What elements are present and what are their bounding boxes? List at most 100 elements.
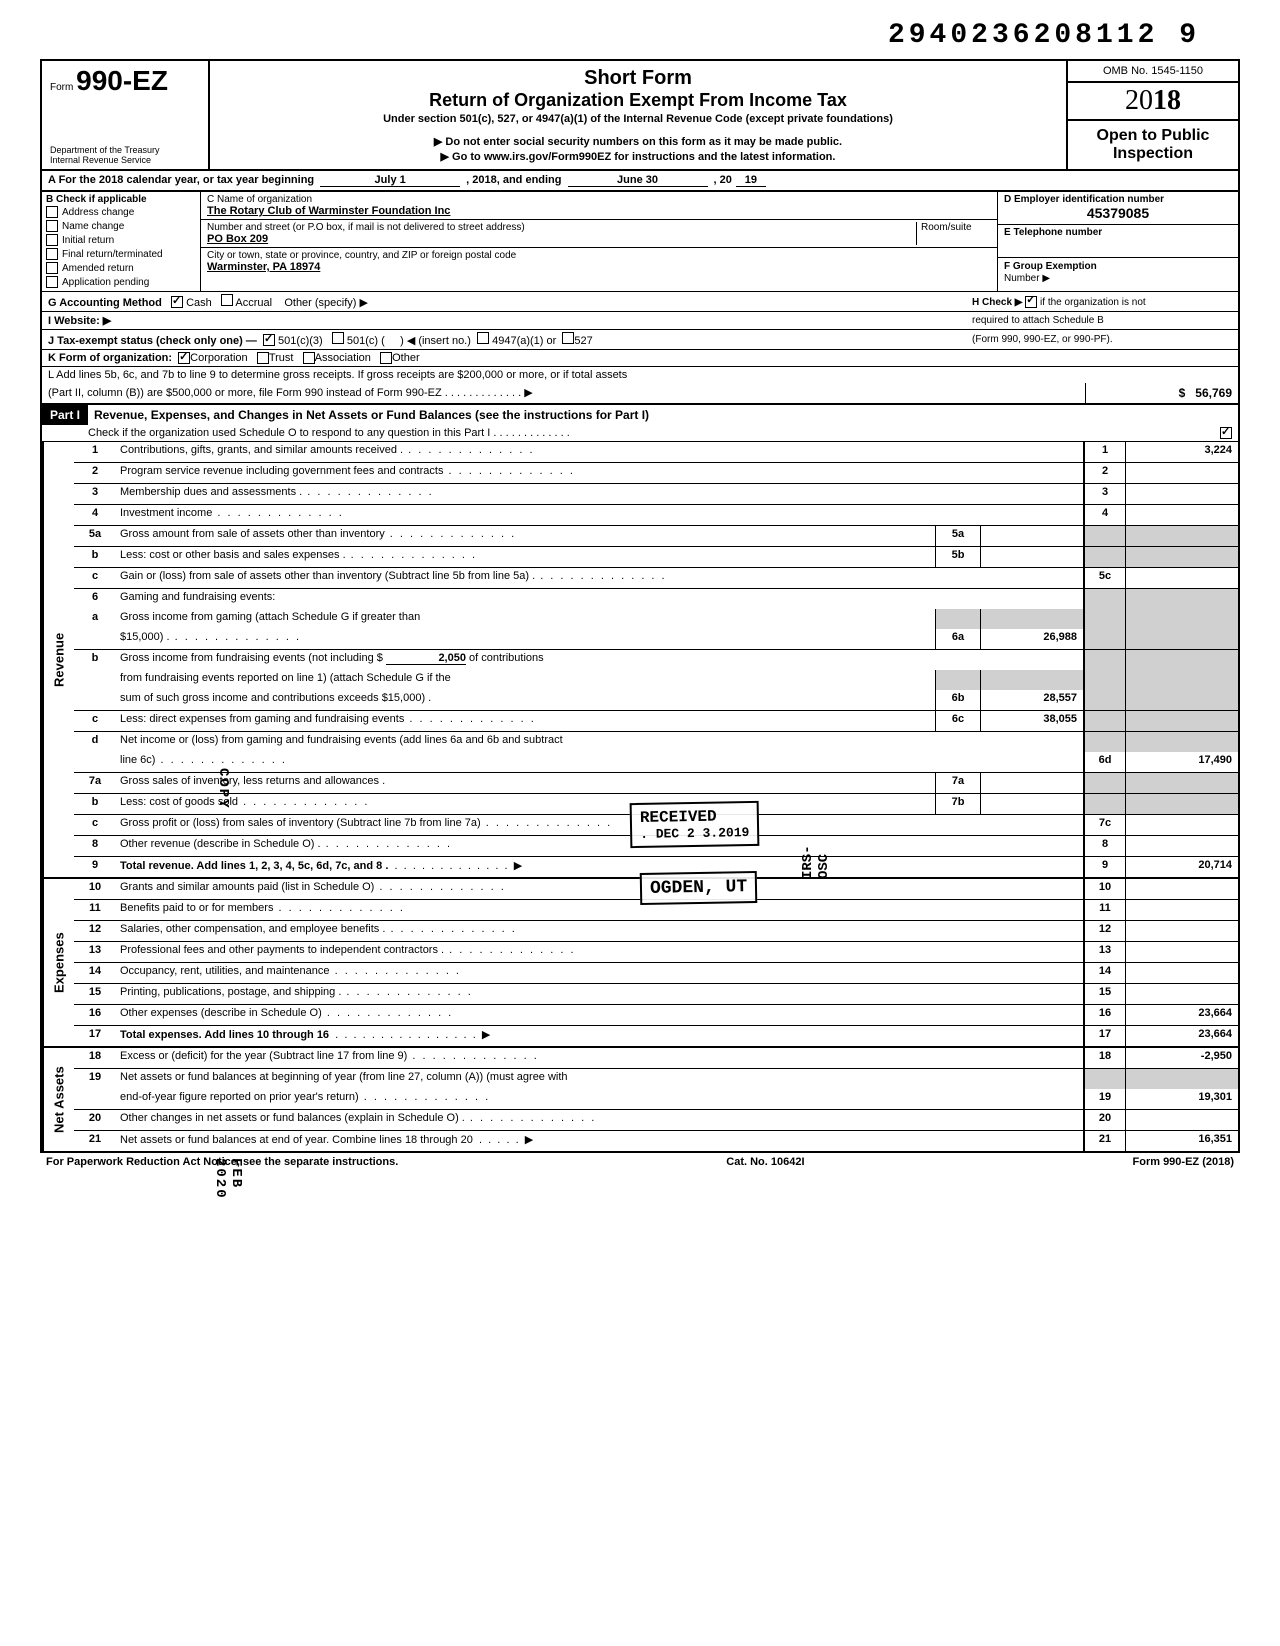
- line-desc: Total expenses. Add lines 10 through 16 …: [116, 1026, 1083, 1046]
- line-desc: Total revenue. Add lines 1, 2, 3, 4, 5c,…: [116, 857, 1083, 877]
- line-5c: c Gain or (loss) from sale of assets oth…: [74, 568, 1238, 589]
- netassets-section: Net Assets 18 Excess or (deficit) for th…: [40, 1048, 1240, 1153]
- line-8-value: [1125, 836, 1238, 856]
- line-num: 7a: [74, 773, 116, 793]
- line-num: 1: [74, 442, 116, 462]
- line-20: 20 Other changes in net assets or fund b…: [74, 1110, 1238, 1131]
- cb-527[interactable]: [562, 332, 574, 344]
- line-6d-2: line 6c) 6d 17,490: [74, 752, 1238, 773]
- cb-4947[interactable]: [477, 332, 489, 344]
- line-num: c: [74, 568, 116, 588]
- po-box[interactable]: PO Box 209: [207, 233, 916, 245]
- cb-corp[interactable]: [178, 352, 190, 364]
- line-6b-value: 28,557: [980, 690, 1083, 710]
- mid-label: 7b: [935, 794, 980, 814]
- line-desc: Salaries, other compensation, and employ…: [116, 921, 1083, 941]
- line-desc: Gaming and fundraising events:: [116, 589, 1083, 609]
- line-desc: Other revenue (describe in Schedule O) .: [116, 836, 1083, 856]
- line-num: [74, 690, 116, 710]
- line-desc: sum of such gross income and contributio…: [116, 690, 935, 710]
- k-label: K Form of organization:: [48, 352, 172, 364]
- ogden-stamp: OGDEN, UT: [640, 871, 758, 905]
- cb-501c3[interactable]: [263, 334, 275, 346]
- instr-url: ▶ Go to www.irs.gov/Form990EZ for instru…: [220, 150, 1056, 163]
- cb-label: Address change: [62, 207, 134, 218]
- line-6b-1: b Gross income from fundraising events (…: [74, 650, 1238, 670]
- line-num: 20: [74, 1110, 116, 1130]
- box-shade: [1083, 1069, 1125, 1089]
- mid-label: 6c: [935, 711, 980, 731]
- gross-receipts-value: 56,769: [1195, 386, 1232, 400]
- cb-schedule-o[interactable]: [1220, 427, 1232, 439]
- cb-application-pending[interactable]: Application pending: [46, 275, 196, 289]
- cb-other-org[interactable]: [380, 352, 392, 364]
- box-shade: [1125, 773, 1238, 793]
- box-shade: [1125, 732, 1238, 752]
- line-5b: b Less: cost or other basis and sales ex…: [74, 547, 1238, 568]
- box-shade: [1125, 650, 1238, 670]
- other-label: Other (specify) ▶: [284, 297, 368, 309]
- cb-h[interactable]: [1025, 296, 1037, 308]
- instr-ssn: ▶ Do not enter social security numbers o…: [220, 135, 1056, 148]
- line-desc: Less: cost of goods sold: [116, 794, 935, 814]
- line-6: 6 Gaming and fundraising events:: [74, 589, 1238, 609]
- line-num: c: [74, 815, 116, 835]
- line-num: 4: [74, 505, 116, 525]
- netassets-lines: 18 Excess or (deficit) for the year (Sub…: [74, 1048, 1238, 1151]
- cb-assoc[interactable]: [303, 352, 315, 364]
- h-text3: (Form 990, 990-EZ, or 990-PF).: [966, 334, 1232, 345]
- cb-cash[interactable]: [171, 296, 183, 308]
- cb-accrual[interactable]: [221, 294, 233, 306]
- org-name[interactable]: The Rotary Club of Warminster Foundation…: [207, 205, 991, 217]
- line-6d-value: 17,490: [1125, 752, 1238, 772]
- open-to-public: Open to Public Inspection: [1068, 121, 1238, 169]
- line-6a-2: $15,000) . 6a 26,988: [74, 629, 1238, 650]
- under-section: Under section 501(c), 527, or 4947(a)(1)…: [220, 113, 1056, 125]
- schedule-o-check-row: Check if the organization used Schedule …: [40, 425, 1240, 442]
- cb-final-return[interactable]: Final return/terminated: [46, 247, 196, 261]
- line-6b-2: from fundraising events reported on line…: [74, 670, 1238, 690]
- ein[interactable]: 45379085: [1004, 205, 1232, 221]
- box-label: 17: [1083, 1026, 1125, 1046]
- 6b-suffix: of contributions: [469, 652, 544, 664]
- tax-year-begin[interactable]: July 1: [320, 174, 460, 187]
- box-shade: [1083, 773, 1125, 793]
- total-exp-label: Total expenses. Add lines 10 through 16: [120, 1029, 329, 1041]
- cb-501c[interactable]: [332, 332, 344, 344]
- cash-label: Cash: [186, 297, 212, 309]
- line-num: b: [74, 650, 116, 670]
- c-label: C Name of organization: [207, 194, 991, 205]
- cb-trust[interactable]: [257, 352, 269, 364]
- row-k: K Form of organization: Corporation Trus…: [40, 350, 1240, 367]
- line-17: 17 Total expenses. Add lines 10 through …: [74, 1026, 1238, 1046]
- other-org-label: Other: [392, 352, 420, 364]
- line-desc: Other expenses (describe in Schedule O): [116, 1005, 1083, 1025]
- line-num: 21: [74, 1131, 116, 1151]
- tax-year-yy[interactable]: 19: [736, 174, 766, 187]
- line-desc: Other changes in net assets or fund bala…: [116, 1110, 1083, 1130]
- assoc-label: Association: [315, 352, 371, 364]
- cb-name-change[interactable]: Name change: [46, 219, 196, 233]
- line-1-value: 3,224: [1125, 442, 1238, 462]
- section-bcdef: B Check if applicable Address change Nam…: [40, 192, 1240, 291]
- cb-amended-return[interactable]: Amended return: [46, 261, 196, 275]
- room-suite-label: Room/suite: [916, 222, 991, 245]
- irs-osc-stamp: IRS-OSC: [800, 822, 832, 879]
- box-label: 9: [1083, 857, 1125, 877]
- city-value[interactable]: Warminster, PA 18974: [207, 261, 991, 273]
- tax-year-end[interactable]: June 30: [568, 174, 708, 187]
- mid-label: 6b: [935, 690, 980, 710]
- g-label: G Accounting Method: [48, 297, 162, 309]
- 6b-contrib-value[interactable]: 2,050: [386, 652, 466, 665]
- e-label: E Telephone number: [1004, 227, 1232, 238]
- line-9-value: 20,714: [1125, 857, 1238, 877]
- cb-address-change[interactable]: Address change: [46, 205, 196, 219]
- line-7b-value: [980, 794, 1083, 814]
- line-5a-value: [980, 526, 1083, 546]
- line-19b: end-of-year figure reported on prior yea…: [74, 1089, 1238, 1110]
- cb-initial-return[interactable]: Initial return: [46, 233, 196, 247]
- line-num: [74, 629, 116, 649]
- box-shade: [1125, 609, 1238, 629]
- section-c: C Name of organization The Rotary Club o…: [201, 192, 998, 291]
- line-6b-3: sum of such gross income and contributio…: [74, 690, 1238, 711]
